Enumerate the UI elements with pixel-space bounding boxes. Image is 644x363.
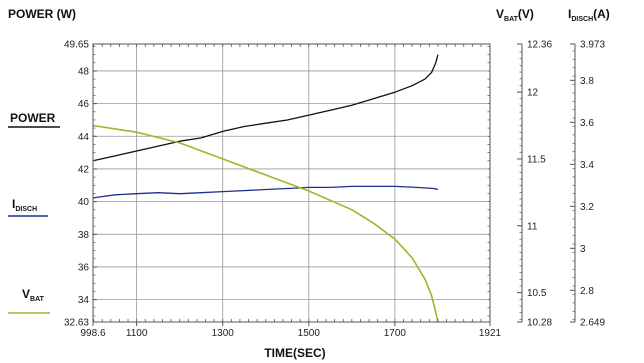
x-axis-title: TIME(SEC) <box>264 346 325 360</box>
idisch-tick-label: 3.4 <box>580 160 594 171</box>
idisch-axis-title-main: I <box>568 7 571 21</box>
series-line-idisch <box>92 185 439 199</box>
vbat-tick-label: 11.5 <box>527 154 546 165</box>
legend-power-label: POWER <box>10 111 56 125</box>
vbat-axis-title-sub: BAT <box>504 16 519 23</box>
idisch-tick-label: 3.8 <box>580 76 594 87</box>
idisch-axis: 2.649 2.8 3 3.2 3.4 3.6 3.8 3.973 <box>570 40 605 329</box>
idisch-axis-title-sub: DISCH <box>571 16 593 23</box>
power-tick-label: 42 <box>78 164 90 175</box>
legend-idisch-sub: DISCH <box>15 206 37 213</box>
x-tick-label: 1300 <box>212 328 235 339</box>
x-tick-label: 998.6 <box>80 328 105 339</box>
legend-idisch-main: I <box>12 197 15 211</box>
power-tick-label: 38 <box>78 230 90 241</box>
vbat-tick-label: 12.36 <box>527 40 552 51</box>
power-tick-label: 34 <box>78 295 90 306</box>
legend: POWER IDISCH VBAT <box>8 111 60 314</box>
series-line-vbat <box>92 124 439 323</box>
vbat-tick-label: 10.28 <box>527 318 552 329</box>
legend-vbat-main: V <box>22 287 30 301</box>
vbat-axis-title-unit: (V) <box>518 7 534 21</box>
power-tick-label: 36 <box>78 262 90 273</box>
vbat-tick-label: 11 <box>527 221 538 232</box>
idisch-tick-label: 3 <box>580 244 586 255</box>
power-axis: 32.63 34 36 38 40 42 44 46 48 49.65 <box>64 40 490 329</box>
idisch-tick-label: 3.6 <box>580 118 594 129</box>
power-tick-label: 32.63 <box>64 318 89 329</box>
series-line-power <box>92 54 439 162</box>
idisch-tick-label: 3.973 <box>580 40 605 51</box>
power-tick-label: 46 <box>78 99 90 110</box>
x-tick-label: 1500 <box>298 328 321 339</box>
vbat-axis-title-main: V <box>496 7 504 21</box>
idisch-tick-label: 3.2 <box>580 202 594 213</box>
power-tick-label: 44 <box>78 132 90 143</box>
vbat-tick-label: 12 <box>527 88 539 99</box>
idisch-tick-label: 2.649 <box>580 318 605 329</box>
vbat-axis: 10.28 10.5 11 11.5 12 12.36 <box>517 40 552 329</box>
power-tick-label: 48 <box>78 66 90 77</box>
power-tick-label: 49.65 <box>64 40 89 51</box>
vbat-tick-label: 10.5 <box>527 288 547 299</box>
legend-vbat-label: VBAT <box>22 287 45 303</box>
grid <box>93 44 490 322</box>
vbat-axis-title: VBAT(V) <box>496 7 534 23</box>
idisch-tick-label: 2.8 <box>580 286 594 297</box>
legend-idisch-label: IDISCH <box>12 197 37 213</box>
x-tick-label: 1700 <box>384 328 407 339</box>
series-layer <box>92 54 439 323</box>
x-tick-label: 1100 <box>126 328 148 339</box>
power-axis-title: POWER (W) <box>8 7 76 21</box>
legend-vbat-sub: BAT <box>30 296 45 303</box>
x-axis: 998.6 1100 1300 1500 1700 1921 <box>80 44 502 339</box>
power-tick-label: 40 <box>78 197 90 208</box>
idisch-axis-title-unit: (A) <box>593 7 610 21</box>
idisch-axis-title: IDISCH(A) <box>568 7 610 23</box>
x-tick-label: 1921 <box>479 328 502 339</box>
